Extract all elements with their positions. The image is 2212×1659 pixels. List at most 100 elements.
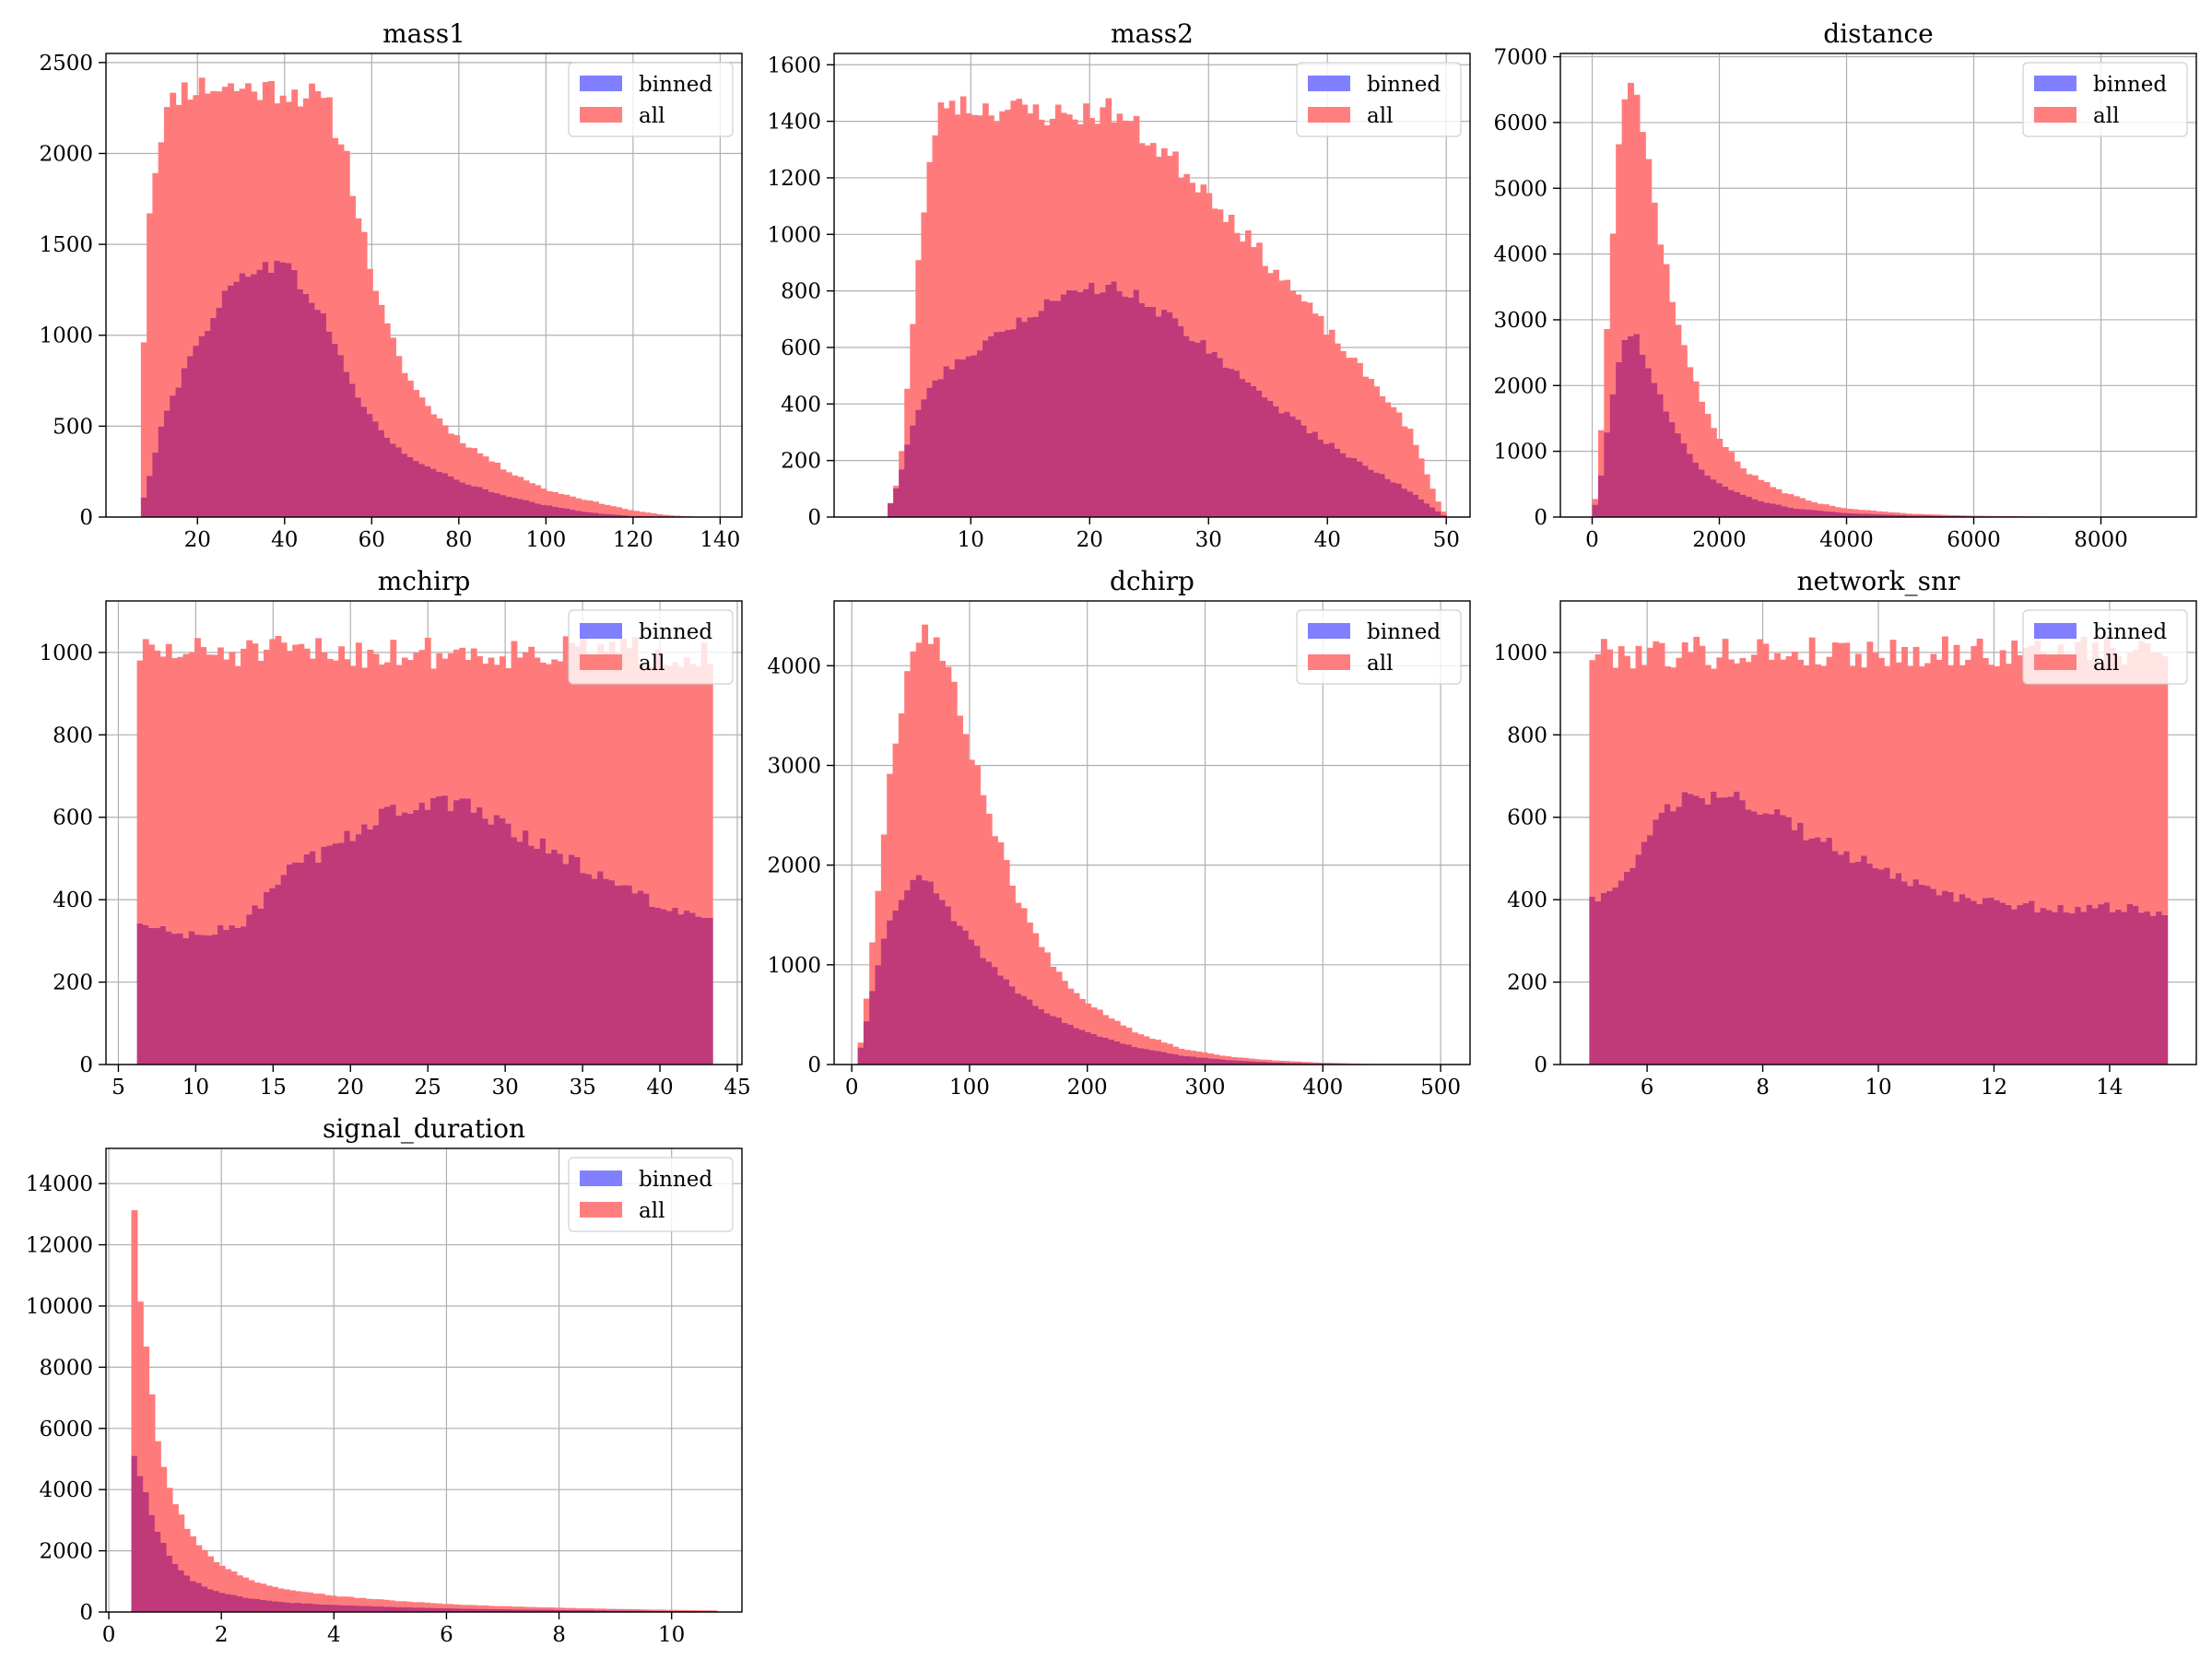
- x-tick-label: 20: [184, 528, 211, 552]
- bar-all: [904, 388, 911, 445]
- bar-binned: [216, 307, 223, 517]
- bar-binned: [1312, 431, 1319, 517]
- bar-all: [1166, 1043, 1173, 1053]
- x-tick-label: 15: [260, 1076, 287, 1100]
- axes-frame: [833, 53, 1471, 518]
- bar-binned: [291, 269, 299, 517]
- bar-all: [349, 195, 356, 384]
- bar-binned: [1362, 465, 1369, 517]
- bar-binned: [1653, 819, 1660, 1065]
- y-tick-label: 600: [1507, 806, 1547, 830]
- bar-binned: [1066, 290, 1073, 517]
- y-tick-label: 0: [1534, 1053, 1547, 1077]
- bar-binned: [541, 1609, 547, 1612]
- bar-binned: [1406, 491, 1414, 517]
- bar-all: [361, 667, 368, 825]
- bar-all: [608, 641, 616, 881]
- bar-all: [681, 1609, 688, 1611]
- bar-all: [644, 512, 652, 517]
- bar-binned: [418, 464, 426, 517]
- bar-all: [1630, 668, 1637, 868]
- bar-all: [622, 1608, 629, 1611]
- bar-all: [937, 102, 945, 380]
- bar-binned: [493, 815, 500, 1065]
- panel-mass1: mass1 20 40 60 80 100 120 140 0 500 1000 1500 2000 25…: [39, 18, 743, 552]
- bar-binned: [1829, 512, 1836, 517]
- bar-all: [620, 639, 628, 886]
- panel-title: network_snr: [1797, 566, 1960, 596]
- bar-binned: [1799, 509, 1806, 517]
- bar-binned: [534, 848, 541, 1065]
- bar-binned: [700, 917, 708, 1065]
- bar-binned: [1810, 510, 1818, 517]
- bar-all: [1983, 515, 1990, 517]
- bar-binned: [1038, 311, 1045, 517]
- bar-all: [372, 290, 380, 422]
- bar-all: [962, 734, 970, 931]
- bar-all: [2057, 644, 2065, 905]
- bar-all: [1688, 652, 1694, 794]
- x-tick-label: 4: [327, 1623, 341, 1647]
- bar-binned: [1032, 316, 1040, 517]
- bar-binned: [1228, 369, 1235, 517]
- bar-binned: [1846, 512, 1853, 517]
- bar-binned: [622, 1610, 629, 1612]
- bar-all: [887, 773, 894, 921]
- bar-all: [277, 1588, 285, 1602]
- bar-binned: [1108, 1039, 1115, 1065]
- bar-all: [1846, 509, 1853, 513]
- bar-binned: [1100, 292, 1107, 517]
- bar-all: [1768, 659, 1775, 815]
- bar-all: [1183, 1050, 1191, 1056]
- bar-binned: [523, 1609, 530, 1612]
- bar-all: [382, 1599, 390, 1607]
- bar-binned: [412, 1607, 419, 1612]
- bar-all: [965, 112, 972, 357]
- bar-binned: [1379, 474, 1386, 517]
- x-tick-label: 40: [271, 528, 298, 552]
- bar-binned: [400, 1606, 407, 1612]
- bar-binned: [640, 1610, 647, 1612]
- bar-all: [1675, 324, 1682, 434]
- bar-all: [945, 666, 952, 907]
- bar-all: [1289, 290, 1297, 417]
- bar-binned: [355, 397, 362, 517]
- bar-binned: [1763, 502, 1771, 517]
- bar-binned: [1884, 867, 1891, 1065]
- bar-binned: [465, 1608, 472, 1612]
- bar-binned: [505, 1609, 512, 1612]
- bar-all: [1239, 241, 1246, 380]
- bar-all: [1770, 487, 1777, 504]
- bar-all: [540, 488, 547, 505]
- bar-all: [1102, 1015, 1110, 1038]
- bar-binned: [677, 914, 685, 1065]
- legend-swatch-all: [2034, 107, 2077, 123]
- bar-all: [570, 1607, 577, 1610]
- x-tick-label: 100: [949, 1076, 990, 1100]
- bar-all: [447, 653, 454, 811]
- bar-all: [488, 657, 495, 825]
- bar-binned: [1820, 841, 1828, 1065]
- bar-all: [1810, 501, 1818, 511]
- bar-binned: [631, 893, 639, 1065]
- bar-all: [899, 451, 905, 470]
- bar-all: [148, 1394, 156, 1515]
- bar-binned: [349, 383, 356, 517]
- bar-all: [2144, 643, 2151, 912]
- bar-binned: [482, 818, 489, 1065]
- bar-all: [1172, 1046, 1180, 1054]
- bar-binned: [1090, 1033, 1098, 1065]
- y-tick-label: 0: [79, 1601, 93, 1625]
- y-tick-label: 4000: [767, 654, 821, 678]
- bar-binned: [1172, 1053, 1180, 1065]
- bar-all: [1917, 513, 1924, 516]
- bar-binned: [1127, 297, 1135, 517]
- bar-all: [1952, 514, 1959, 517]
- bar-binned: [1083, 288, 1089, 517]
- bar-binned: [2133, 905, 2139, 1065]
- bar-all: [1312, 313, 1319, 432]
- bar-all: [564, 1607, 571, 1610]
- bar-all: [1780, 659, 1787, 816]
- bar-binned: [1077, 292, 1084, 517]
- bar-all: [1994, 665, 2001, 900]
